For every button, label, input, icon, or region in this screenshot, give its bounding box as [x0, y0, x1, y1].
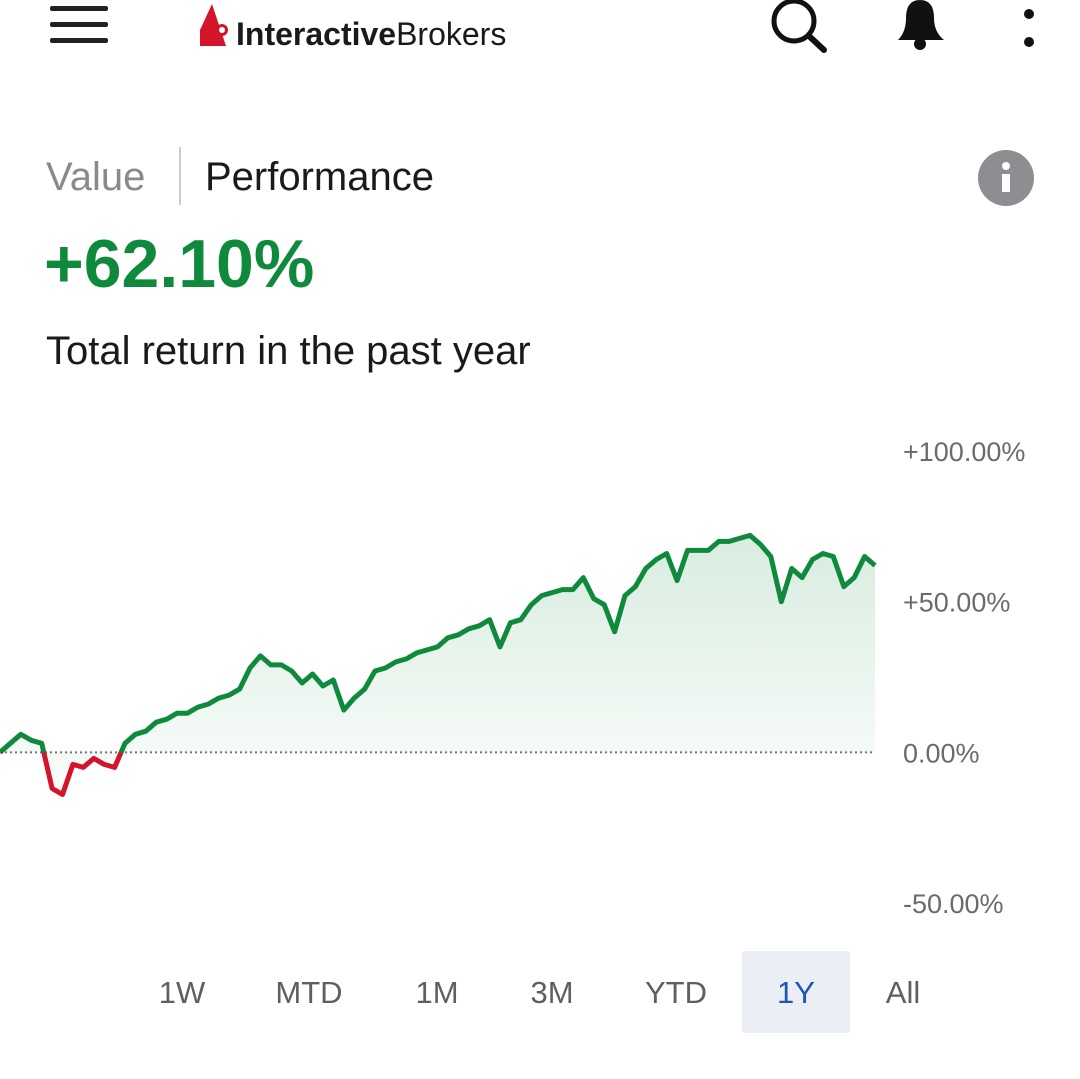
range-label[interactable]: 1M — [415, 975, 458, 1010]
range-button[interactable]: 3M — [530, 975, 573, 1010]
info-button[interactable] — [978, 150, 1034, 206]
range-button[interactable]: 1Y — [742, 951, 850, 1033]
range-button[interactable]: MTD — [275, 975, 342, 1010]
range-label[interactable]: All — [886, 975, 920, 1010]
range-button[interactable]: All — [886, 975, 920, 1010]
notifications-button[interactable] — [898, 0, 944, 50]
tab-value[interactable]: Value — [46, 155, 145, 199]
search-button[interactable] — [771, 0, 827, 53]
range-label[interactable]: YTD — [645, 975, 707, 1010]
y-tick-label: +50.00% — [903, 588, 1010, 618]
range-button[interactable]: YTD — [645, 975, 707, 1010]
range-label[interactable]: 1Y — [777, 975, 815, 1010]
return-caption: Total return in the past year — [46, 329, 531, 373]
y-tick-label: 0.00% — [903, 738, 980, 768]
range-label[interactable]: 3M — [530, 975, 573, 1010]
menu-button[interactable] — [50, 6, 108, 43]
more-button[interactable] — [1024, 9, 1034, 47]
range-selected-bg — [742, 951, 850, 1033]
range-label[interactable]: MTD — [275, 975, 342, 1010]
logo-bold: Interactive — [236, 16, 396, 52]
logo-text: InteractiveBrokers — [236, 16, 506, 52]
performance-line — [0, 532, 877, 797]
tab-performance[interactable]: Performance — [205, 155, 434, 199]
y-tick-label: -50.00% — [903, 889, 1004, 919]
area-fill — [0, 535, 875, 795]
range-button[interactable]: 1M — [415, 975, 458, 1010]
range-label[interactable]: 1W — [159, 975, 206, 1010]
range-button[interactable]: 1W — [159, 975, 206, 1010]
total-return: +62.10% — [44, 226, 314, 302]
y-tick-label: +100.00% — [903, 437, 1025, 467]
logo: InteractiveBrokers — [200, 4, 506, 52]
logo-light: Brokers — [396, 16, 506, 52]
